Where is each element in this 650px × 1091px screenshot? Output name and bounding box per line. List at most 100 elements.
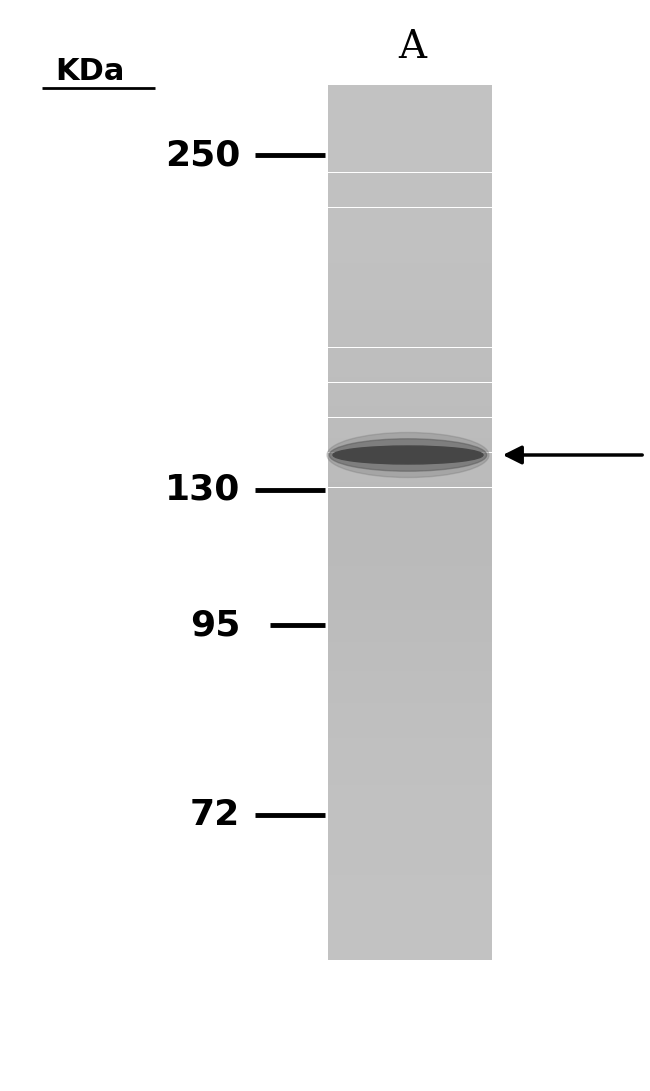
Bar — [328, 458, 492, 461]
Bar — [328, 214, 492, 216]
Bar — [328, 376, 492, 380]
Bar — [328, 115, 492, 117]
Bar — [328, 195, 492, 199]
Text: 72: 72 — [190, 798, 240, 832]
Bar — [328, 762, 492, 765]
Bar — [328, 202, 492, 205]
Bar — [328, 765, 492, 767]
Bar — [328, 327, 492, 329]
Bar — [328, 319, 492, 321]
Bar — [328, 631, 492, 634]
Bar — [328, 336, 492, 338]
Bar — [328, 767, 492, 770]
Bar — [328, 948, 492, 951]
Bar — [328, 808, 492, 812]
Bar — [328, 310, 492, 312]
Bar — [328, 284, 492, 286]
Bar — [328, 479, 492, 481]
Bar — [328, 350, 492, 353]
Bar — [328, 619, 492, 622]
Bar — [328, 254, 492, 257]
Bar — [328, 365, 492, 368]
Bar — [328, 922, 492, 925]
Bar — [328, 409, 492, 411]
Bar — [328, 120, 492, 123]
Bar — [328, 333, 492, 336]
Bar — [328, 747, 492, 750]
Bar — [328, 622, 492, 624]
Bar — [328, 878, 492, 882]
Bar — [328, 464, 492, 467]
Bar — [328, 427, 492, 429]
Bar — [328, 648, 492, 651]
Bar — [328, 882, 492, 884]
Bar — [328, 108, 492, 111]
Bar — [328, 739, 492, 741]
Bar — [328, 303, 492, 307]
Bar — [328, 275, 492, 277]
Bar — [328, 913, 492, 916]
Bar — [328, 937, 492, 939]
Bar — [328, 654, 492, 657]
Ellipse shape — [330, 439, 487, 471]
Bar — [328, 415, 492, 418]
Bar — [328, 864, 492, 866]
Bar — [328, 904, 492, 908]
Ellipse shape — [327, 432, 489, 478]
Bar — [328, 925, 492, 928]
Bar — [328, 750, 492, 753]
Bar — [328, 406, 492, 409]
Bar — [328, 134, 492, 137]
Bar — [328, 88, 492, 91]
Bar — [328, 566, 492, 570]
Bar — [328, 779, 492, 782]
Bar — [328, 143, 492, 146]
Bar — [328, 546, 492, 549]
Text: A: A — [398, 28, 426, 65]
Bar — [328, 884, 492, 887]
Bar — [328, 558, 492, 561]
Bar — [328, 610, 492, 613]
Bar — [328, 561, 492, 563]
Bar — [328, 403, 492, 406]
Bar — [328, 873, 492, 875]
Bar — [328, 598, 492, 601]
Bar — [328, 380, 492, 383]
Bar — [328, 418, 492, 420]
Bar — [328, 280, 492, 284]
Bar — [328, 756, 492, 758]
Bar — [328, 831, 492, 835]
Bar — [328, 704, 492, 706]
Bar — [328, 277, 492, 280]
Bar — [328, 312, 492, 315]
Bar — [328, 441, 492, 444]
Bar — [328, 858, 492, 861]
Bar — [328, 298, 492, 301]
Bar — [328, 688, 492, 692]
Bar — [328, 601, 492, 604]
Bar — [328, 826, 492, 829]
Bar — [328, 712, 492, 715]
Bar — [328, 420, 492, 423]
Bar — [328, 519, 492, 523]
Bar — [328, 146, 492, 149]
Bar — [328, 592, 492, 596]
Bar — [328, 578, 492, 580]
Bar — [328, 934, 492, 937]
Bar — [328, 782, 492, 786]
Bar — [328, 289, 492, 292]
Bar — [328, 505, 492, 508]
Bar — [328, 741, 492, 744]
Bar — [328, 432, 492, 435]
Bar — [328, 657, 492, 660]
Bar — [328, 411, 492, 415]
Bar — [328, 446, 492, 449]
Bar — [328, 639, 492, 643]
Bar — [328, 955, 492, 957]
Bar — [328, 615, 492, 619]
Bar — [328, 371, 492, 374]
Bar — [328, 324, 492, 327]
Bar — [328, 788, 492, 791]
Bar — [328, 791, 492, 794]
Text: 95: 95 — [190, 608, 240, 642]
